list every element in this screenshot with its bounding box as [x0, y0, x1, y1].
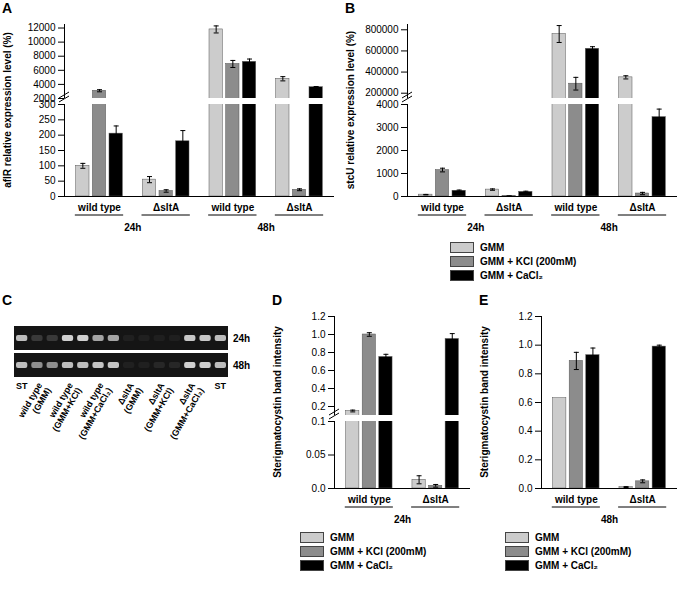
- svg-text:ΔsltA: ΔsltA: [496, 202, 522, 213]
- svg-text:24h: 24h: [394, 514, 411, 525]
- svg-text:8000: 8000: [33, 50, 56, 61]
- svg-text:ST: ST: [16, 381, 28, 391]
- html-text:GMM + KCl (200mM): GMM + KCl (200mM): [535, 545, 632, 557]
- svg-text:ΔsltA: ΔsltA: [153, 202, 179, 213]
- svg-text:4000: 4000: [33, 79, 56, 90]
- svg-text:10000: 10000: [28, 36, 56, 47]
- svg-text:1000: 1000: [376, 168, 399, 179]
- svg-text:aflR relative expression level: aflR relative expression level (%): [2, 32, 13, 188]
- svg-text:250: 250: [39, 114, 56, 125]
- svg-text:48h: 48h: [601, 514, 618, 525]
- svg-text:6000: 6000: [33, 65, 56, 76]
- svg-text:0: 0: [393, 191, 399, 202]
- svg-text:ΔsltA(GMM+CaCl₂): ΔsltA(GMM+CaCl₂): [160, 381, 206, 441]
- svg-text:wild type: wild type: [77, 202, 121, 213]
- svg-text:24h: 24h: [467, 222, 484, 233]
- svg-text:24h: 24h: [233, 333, 250, 344]
- html-text:A: A: [2, 0, 13, 16]
- svg-text:0.2: 0.2: [519, 454, 533, 465]
- svg-text:400000: 400000: [365, 66, 399, 77]
- svg-text:wild type: wild type: [347, 494, 391, 505]
- svg-text:wild type(GMM): wild type(GMM): [16, 381, 53, 425]
- svg-text:0.0: 0.0: [312, 483, 326, 494]
- svg-text:ΔsltA: ΔsltA: [630, 494, 656, 505]
- svg-text:0.05: 0.05: [306, 449, 326, 460]
- svg-text:ΔsltA: ΔsltA: [286, 202, 312, 213]
- svg-text:0.8: 0.8: [312, 347, 326, 358]
- html-text:GMM + KCl (200mM): GMM + KCl (200mM): [480, 255, 577, 267]
- svg-text:0.4: 0.4: [312, 383, 326, 394]
- svg-text:wild type: wild type: [554, 494, 598, 505]
- svg-text:0.1: 0.1: [312, 416, 326, 427]
- svg-text:0: 0: [50, 191, 56, 202]
- svg-text:0.8: 0.8: [519, 368, 533, 379]
- svg-text:0.2: 0.2: [312, 401, 326, 412]
- html-text:E: E: [479, 292, 489, 308]
- html-text:GMM + CaCl₂: GMM + CaCl₂: [330, 559, 394, 571]
- html-text:GMM + KCl (200mM): GMM + KCl (200mM): [330, 545, 427, 557]
- svg-text:ΔsltA: ΔsltA: [629, 202, 655, 213]
- html-text:D: D: [272, 292, 283, 308]
- html-text:GMM: GMM: [535, 531, 560, 543]
- svg-text:50: 50: [44, 175, 56, 186]
- svg-text:48h: 48h: [258, 222, 275, 233]
- html-text:C: C: [2, 292, 13, 308]
- svg-text:wild type: wild type: [210, 202, 254, 213]
- svg-text:1.0: 1.0: [312, 329, 326, 340]
- svg-text:150: 150: [39, 145, 56, 156]
- svg-text:Sterigmatocystin band intensit: Sterigmatocystin band intensity: [272, 326, 283, 478]
- svg-text:ΔsltA(GMM+KCl): ΔsltA(GMM+KCl): [134, 381, 176, 434]
- svg-text:ΔsltA: ΔsltA: [423, 494, 449, 505]
- html-text:GMM + CaCl₂: GMM + CaCl₂: [480, 269, 544, 281]
- svg-text:3000: 3000: [376, 122, 399, 133]
- svg-text:200: 200: [39, 129, 56, 140]
- svg-text:0.6: 0.6: [519, 397, 533, 408]
- svg-text:1.2: 1.2: [519, 311, 533, 322]
- svg-text:wild type(GMM+KCl): wild type(GMM+KCl): [42, 381, 84, 433]
- html-text:GMM: GMM: [330, 531, 355, 543]
- svg-text:ΔsltA(GMM): ΔsltA(GMM): [113, 381, 144, 416]
- svg-text:800000: 800000: [365, 24, 399, 35]
- svg-text:24h: 24h: [124, 222, 141, 233]
- svg-text:300: 300: [38, 98, 56, 110]
- svg-text:wild type(GMM+CaCl₂): wild type(GMM+CaCl₂): [68, 381, 114, 441]
- svg-text:48h: 48h: [601, 222, 618, 233]
- html-text:GMM: GMM: [480, 241, 505, 253]
- svg-text:Sterigmatocystin band intensit: Sterigmatocystin band intensity: [479, 326, 490, 478]
- svg-text:0.6: 0.6: [312, 365, 326, 376]
- svg-text:48h: 48h: [233, 360, 250, 371]
- svg-text:wild type: wild type: [420, 202, 464, 213]
- svg-text:12000: 12000: [28, 22, 56, 33]
- svg-text:stcU relative expression level: stcU relative expression level (%): [345, 31, 356, 189]
- svg-text:2000: 2000: [33, 93, 56, 104]
- svg-text:100: 100: [39, 160, 56, 171]
- svg-text:wild type: wild type: [553, 202, 597, 213]
- svg-text:0.0: 0.0: [519, 483, 533, 494]
- html-text:B: B: [345, 0, 356, 16]
- svg-text:200000: 200000: [365, 87, 399, 98]
- svg-text:4000: 4000: [376, 99, 399, 110]
- svg-text:1.0: 1.0: [519, 339, 533, 350]
- svg-text:2000: 2000: [376, 145, 399, 156]
- svg-text:0.4: 0.4: [519, 425, 533, 436]
- svg-text:ST: ST: [215, 381, 227, 391]
- html-text:GMM + CaCl₂: GMM + CaCl₂: [535, 559, 599, 571]
- svg-text:1.2: 1.2: [312, 311, 326, 322]
- svg-text:600000: 600000: [365, 45, 399, 56]
